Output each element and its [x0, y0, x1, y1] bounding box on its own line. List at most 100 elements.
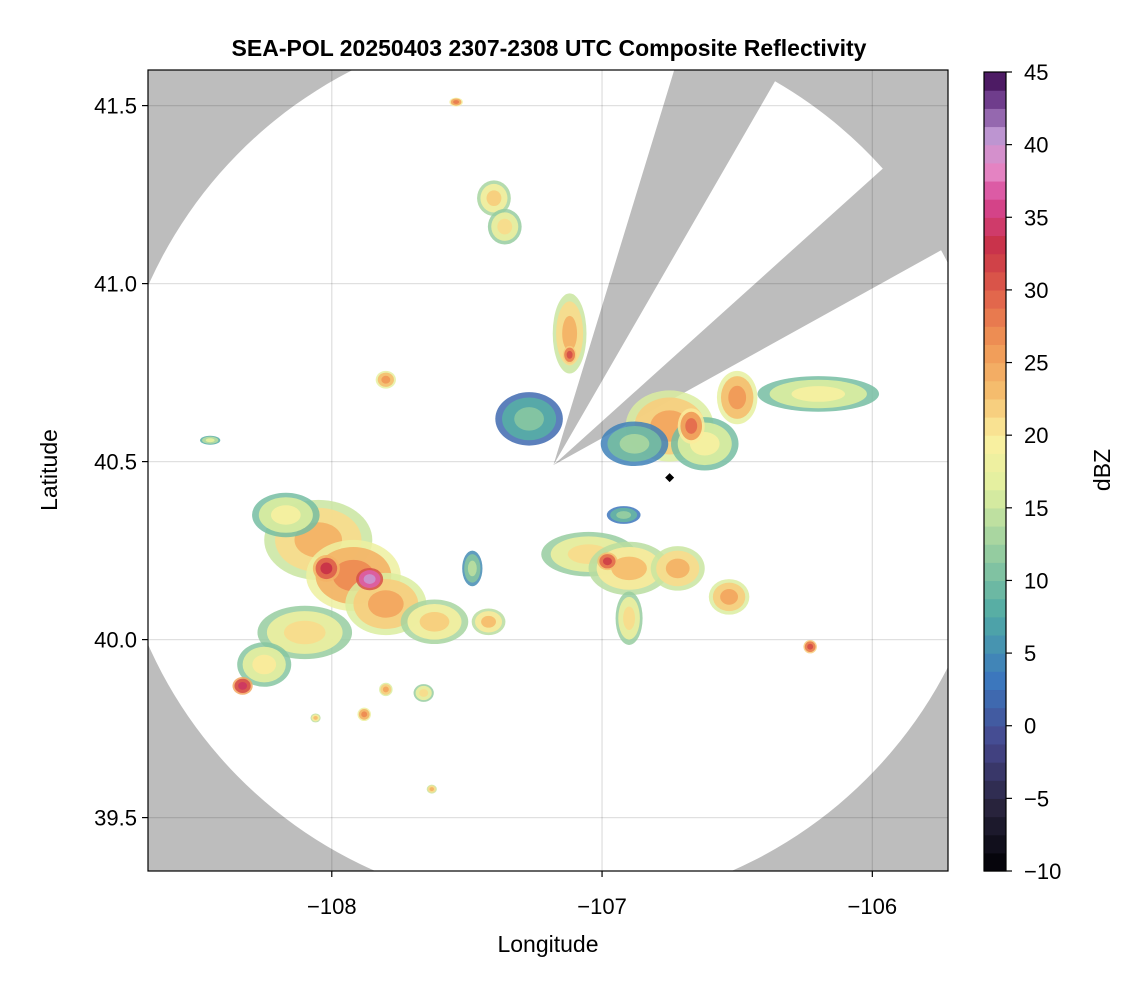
y-axis-label: Latitude: [36, 429, 62, 511]
echo-core: [611, 556, 647, 581]
echo-core: [238, 681, 248, 690]
colorbar-segment: [984, 725, 1006, 745]
colorbar-segment: [984, 435, 1006, 454]
marker-diamond: [665, 473, 675, 483]
colorbar-segment: [984, 199, 1006, 218]
colorbar-segment: [984, 453, 1006, 473]
colorbar-segment: [984, 289, 1006, 309]
echo-core: [486, 190, 502, 206]
x-axis-ticks: −108 −107 −106: [307, 871, 897, 919]
colorbar-segment: [984, 380, 1006, 400]
colorbar-segment: [984, 816, 1006, 836]
colorbar-segment: [984, 507, 1006, 527]
colorbar-tick-label: 0: [1024, 714, 1036, 739]
colorbar-segment: [984, 308, 1006, 327]
echo-core: [252, 654, 277, 675]
x-tick-label: −108: [307, 894, 357, 919]
echo-core: [566, 350, 573, 359]
echo-core: [616, 511, 632, 519]
colorbar-tick-label: 25: [1024, 351, 1048, 376]
colorbar-segment: [984, 598, 1006, 618]
colorbar-segment: [984, 689, 1006, 709]
echo-core: [381, 375, 391, 384]
echo-core: [363, 574, 376, 584]
echo-core: [562, 315, 578, 352]
y-tick-label: 40.0: [94, 628, 137, 653]
colorbar-segment: [984, 271, 1006, 291]
echo-core: [514, 407, 544, 431]
colorbar-segment: [984, 834, 1006, 854]
echo-core: [807, 643, 814, 650]
colorbar-tick-label: 40: [1024, 133, 1048, 158]
colorbar-segment: [984, 634, 1006, 654]
colorbar-ticks: −10 −5 0 5 10 15 20 25 30 35 40 45: [1006, 60, 1061, 884]
colorbar-frame: [983, 71, 1007, 872]
plot-area: [148, 70, 948, 871]
colorbar-tick-label: 30: [1024, 278, 1048, 303]
colorbar-segment: [984, 671, 1006, 691]
echo-core: [791, 386, 846, 402]
colorbar-tick-label: 5: [1024, 641, 1036, 666]
colorbar-segment: [984, 852, 1006, 872]
echo-core: [270, 505, 301, 525]
colorbar-segment: [984, 126, 1006, 146]
x-tick-label: −107: [577, 894, 627, 919]
colorbar-segment: [984, 707, 1006, 727]
colorbar-segment: [984, 798, 1006, 818]
colorbar-segment: [984, 90, 1006, 109]
site-marker: [665, 473, 675, 483]
plot-frame: [147, 69, 949, 872]
colorbar-segment: [984, 72, 1006, 91]
colorbar-segment: [984, 562, 1006, 582]
y-tick-label: 41.5: [94, 94, 137, 119]
colorbar-tick-label: −5: [1024, 786, 1049, 811]
echo-core: [665, 558, 690, 579]
colorbar-tick-label: 35: [1024, 205, 1048, 230]
colorbar-segment: [984, 780, 1006, 799]
y-tick-label: 41.0: [94, 272, 137, 297]
colorbar-segment: [984, 144, 1006, 164]
radar-coverage-area: [148, 70, 948, 871]
echo-core: [283, 620, 326, 645]
echo-core: [419, 612, 450, 632]
colorbar-segment: [984, 326, 1006, 345]
echo-core: [368, 590, 404, 618]
y-tick-label: 40.5: [94, 450, 137, 475]
echo-core: [453, 100, 460, 104]
echo-core: [619, 434, 650, 454]
colorbar-segment: [984, 180, 1006, 200]
echo-core: [419, 689, 429, 697]
colorbar-label: dBZ: [1089, 449, 1115, 491]
chart-title: SEA-POL 20250403 2307-2308 UTC Composite…: [232, 35, 867, 61]
echo-core: [623, 606, 636, 630]
colorbar-segment: [984, 580, 1006, 600]
echo-core: [313, 715, 318, 720]
y-axis-ticks: 39.5 40.0 40.5 41.0 41.5: [94, 94, 148, 831]
colorbar-segment: [984, 743, 1006, 763]
colorbar-tick-label: 20: [1024, 423, 1048, 448]
colorbar-segment: [984, 362, 1006, 382]
colorbar-segment: [984, 253, 1006, 273]
x-axis-label: Longitude: [497, 931, 598, 957]
echo-core: [720, 589, 738, 605]
echo-core: [728, 385, 747, 410]
colorbar-segment: [984, 489, 1006, 509]
echo-core: [497, 218, 513, 235]
colorbar-segment: [984, 471, 1006, 491]
colorbar-segment: [984, 525, 1006, 545]
colorbar-segment: [984, 762, 1006, 781]
echo-core: [481, 615, 496, 628]
colorbar-tick-label: 15: [1024, 496, 1048, 521]
echo-core: [467, 560, 477, 577]
colorbar-tick-label: 45: [1024, 60, 1048, 85]
colorbar-segment: [984, 544, 1006, 563]
colorbar-segment: [984, 235, 1006, 255]
colorbar-tick-label: 10: [1024, 568, 1048, 593]
colorbar-segment: [984, 344, 1006, 364]
colorbar-segment: [984, 217, 1006, 237]
echo-core: [361, 711, 368, 718]
colorbar-segment: [984, 162, 1006, 182]
colorbar-segment: [984, 653, 1006, 672]
colorbar-tick-label: −10: [1024, 859, 1061, 884]
